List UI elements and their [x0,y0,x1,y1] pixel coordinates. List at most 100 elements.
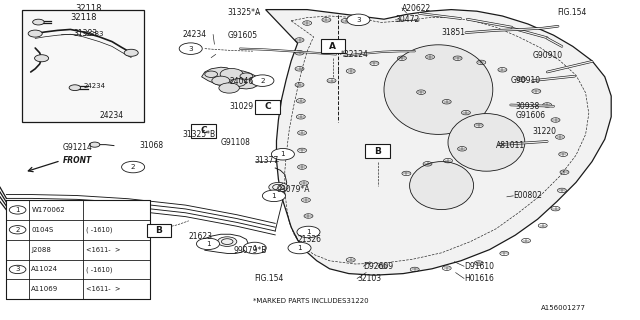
Polygon shape [266,10,611,275]
Text: H01616: H01616 [464,274,494,283]
Circle shape [179,43,202,54]
Text: D91610: D91610 [464,262,494,271]
Text: 3: 3 [15,267,20,272]
Text: 30472: 30472 [396,15,420,24]
Text: D92609: D92609 [364,262,394,271]
Circle shape [35,55,49,62]
Text: A11024: A11024 [31,267,58,272]
Text: E00802: E00802 [513,191,542,200]
Circle shape [124,49,138,56]
Ellipse shape [448,114,525,171]
Circle shape [10,265,26,274]
Text: 24046: 24046 [229,77,253,86]
Circle shape [230,79,246,86]
Text: 31383: 31383 [82,31,104,36]
Text: 31325*B: 31325*B [182,130,216,139]
Text: ( -1610): ( -1610) [86,227,112,233]
Text: 21623: 21623 [189,232,212,241]
Text: G90910: G90910 [511,76,541,85]
Text: 2: 2 [131,164,136,170]
FancyBboxPatch shape [255,100,280,114]
Text: J2088: J2088 [31,247,51,252]
Circle shape [347,14,370,26]
Text: 99079*B: 99079*B [234,246,267,255]
FancyBboxPatch shape [147,224,171,237]
Text: <1611-  >: <1611- > [86,286,120,292]
Circle shape [271,148,294,160]
Text: G90910: G90910 [532,51,563,60]
Text: G91108: G91108 [221,138,251,147]
Text: 1: 1 [205,241,211,247]
Text: FRONT: FRONT [63,156,92,164]
Text: ( -1610): ( -1610) [86,266,112,273]
Circle shape [10,226,26,234]
Text: C: C [200,126,207,135]
Text: 31029: 31029 [229,102,253,111]
Text: FIG.154: FIG.154 [557,8,586,17]
Polygon shape [202,67,259,89]
Circle shape [218,237,237,246]
Text: 32118: 32118 [76,4,102,12]
Text: 1: 1 [15,207,20,213]
Text: 3: 3 [188,46,193,52]
Circle shape [10,206,26,214]
Text: 1: 1 [297,245,302,251]
FancyBboxPatch shape [191,124,216,138]
Text: 32118: 32118 [70,13,97,22]
Circle shape [219,83,239,93]
Circle shape [196,238,220,250]
Text: 31851: 31851 [442,28,466,37]
Text: 99079*A: 99079*A [276,185,310,194]
Text: 1: 1 [252,245,257,251]
Circle shape [243,242,266,254]
Text: A156001277: A156001277 [541,305,586,311]
Circle shape [251,75,274,86]
Text: 21326: 21326 [298,235,322,244]
Text: 1: 1 [271,193,276,199]
Circle shape [33,19,44,25]
Text: 2: 2 [260,78,265,84]
Text: *MARKED PARTS INCLUDES31220: *MARKED PARTS INCLUDES31220 [253,299,369,304]
Circle shape [240,73,253,79]
FancyBboxPatch shape [321,39,345,53]
Text: A11069: A11069 [31,286,59,292]
Circle shape [220,68,243,80]
Text: G91214: G91214 [63,143,93,152]
Text: *32124: *32124 [340,50,369,59]
Circle shape [28,30,42,37]
Text: <1611-  >: <1611- > [86,247,120,252]
Text: 1: 1 [306,229,311,235]
Text: 24234: 24234 [99,111,124,120]
Text: 1: 1 [280,151,285,157]
Bar [6,200,150,299]
Ellipse shape [384,45,493,134]
Circle shape [269,182,288,192]
Circle shape [205,71,218,77]
Text: 31377: 31377 [255,156,279,165]
Text: 24234: 24234 [84,84,106,89]
Text: A: A [330,42,336,51]
Text: W170062: W170062 [31,207,65,213]
Text: G91606: G91606 [515,111,545,120]
Text: 24234: 24234 [182,30,207,39]
Text: B: B [374,147,381,156]
Text: 31068: 31068 [140,141,164,150]
Circle shape [288,242,311,254]
Text: B: B [156,226,162,235]
Text: 0104S: 0104S [31,227,54,233]
Text: 3: 3 [356,17,361,23]
Text: 32103: 32103 [357,274,381,283]
Bar [22,10,144,122]
Ellipse shape [410,162,474,210]
Text: A81011: A81011 [496,141,525,150]
Text: 31220: 31220 [532,127,557,136]
Circle shape [273,184,284,190]
Circle shape [297,226,320,238]
Circle shape [90,142,100,147]
Circle shape [212,76,230,85]
Circle shape [262,190,285,202]
FancyBboxPatch shape [365,144,390,158]
Text: FIG.154: FIG.154 [255,274,284,283]
Circle shape [221,239,233,244]
Text: 2: 2 [15,227,20,233]
